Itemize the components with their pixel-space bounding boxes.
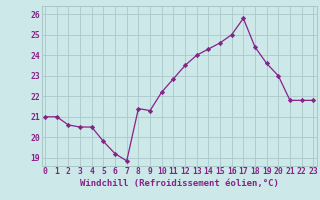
X-axis label: Windchill (Refroidissement éolien,°C): Windchill (Refroidissement éolien,°C) [80,179,279,188]
